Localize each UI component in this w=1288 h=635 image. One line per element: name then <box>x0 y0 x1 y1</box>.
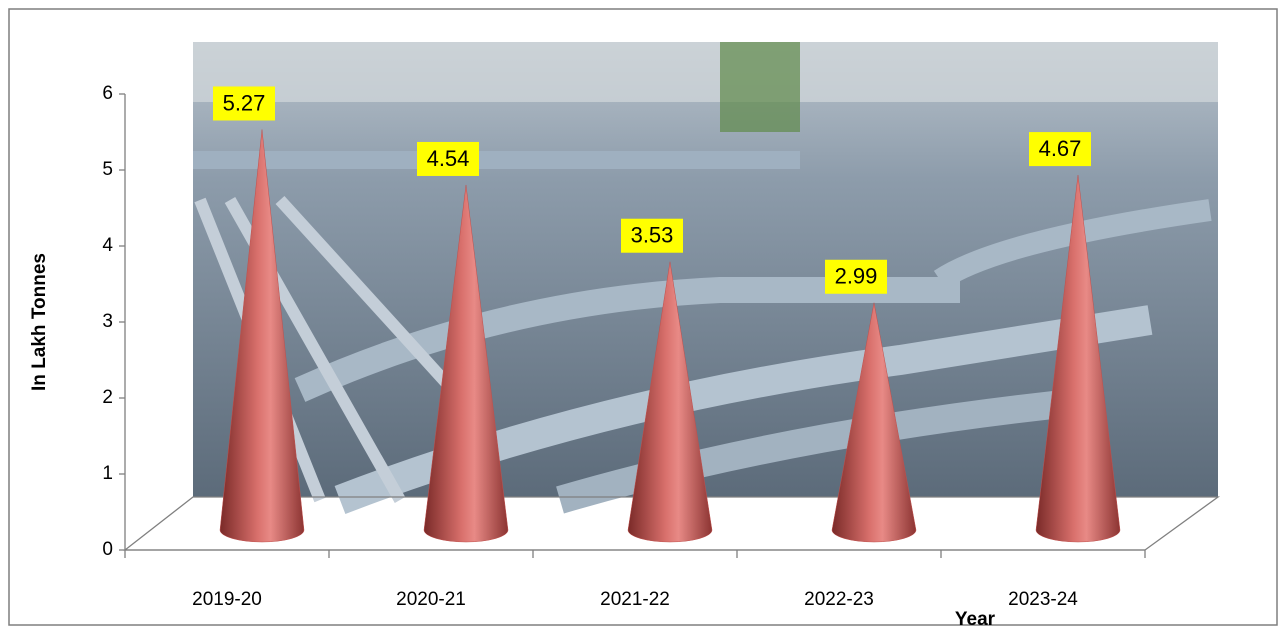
y-tick-label: 4 <box>102 235 113 256</box>
value-label: 4.54 <box>427 146 470 171</box>
value-label-box <box>1029 132 1091 167</box>
x-tick-label: 2019-20 <box>192 589 262 610</box>
cone <box>1035 175 1121 543</box>
y-axis-title: In Lakh Tonnes <box>29 253 50 391</box>
cone <box>219 129 305 543</box>
y-tick-label: 5 <box>102 159 113 180</box>
x-tick-label: 2020-21 <box>396 589 466 610</box>
cone <box>423 184 509 543</box>
value-label-box <box>213 86 275 121</box>
y-tick-label: 3 <box>102 311 113 332</box>
value-label: 3.53 <box>631 223 674 248</box>
x-axis-title: Year <box>955 609 996 630</box>
y-tick-label: 1 <box>102 463 113 484</box>
y-tick-label: 6 <box>102 83 113 104</box>
y-tick-label: 2 <box>102 387 113 408</box>
value-label-box <box>621 218 683 253</box>
value-label: 4.67 <box>1039 136 1082 161</box>
value-label-box <box>417 141 479 176</box>
x-tick-label: 2022-23 <box>804 589 874 610</box>
cone <box>627 261 713 543</box>
value-label: 5.27 <box>223 90 266 115</box>
value-label-box <box>825 259 887 294</box>
y-tick-label: 0 <box>102 539 113 560</box>
x-tick-label: 2023-24 <box>1008 589 1078 610</box>
back-wall <box>193 42 1218 515</box>
x-tick-label: 2021-22 <box>600 589 670 610</box>
value-label: 2.99 <box>835 264 878 289</box>
cone <box>831 302 917 543</box>
